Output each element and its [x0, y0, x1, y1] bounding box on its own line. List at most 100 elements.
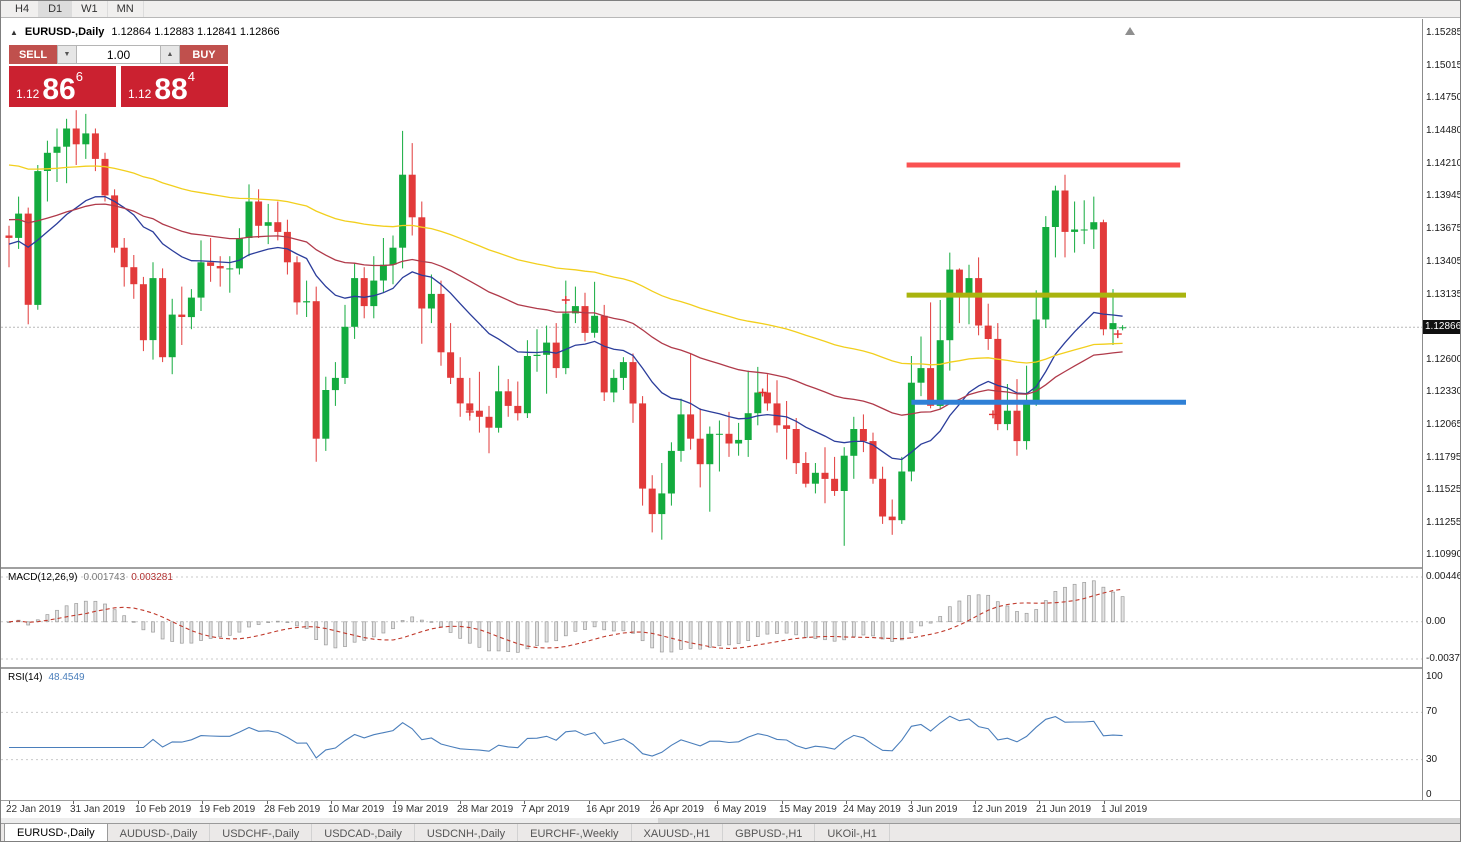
chart-tab[interactable]: GBPUSD-,H1	[723, 824, 816, 841]
rsi-label: RSI(14) 48.4549	[8, 672, 85, 683]
chart-tab[interactable]: AUDUSD-,Daily	[108, 824, 211, 841]
chart-title: ▲ EURUSD-,Daily 1.12864 1.12883 1.12841 …	[10, 26, 280, 38]
buy-price-pip-digit: 4	[187, 69, 195, 84]
plus-marker-icon	[989, 410, 997, 419]
time-axis-tick	[782, 801, 783, 804]
time-axis-tick	[589, 801, 590, 804]
time-axis-label: 28 Feb 2019	[264, 804, 321, 815]
price-axis-label: 1.12330	[1426, 386, 1461, 397]
buy-price-big-digits: 88	[154, 72, 188, 106]
timeframe-mn-button[interactable]: MN	[108, 1, 144, 17]
rsi-indicator-canvas[interactable]	[1, 669, 1422, 800]
macd-main-value: 0.001743	[83, 572, 126, 583]
macd-axis-label: -0.003715	[1426, 653, 1460, 664]
macd-label: MACD(12,26,9) 0.001743 0.003281	[8, 572, 173, 583]
timeframe-h4-button[interactable]: H4	[6, 1, 40, 17]
chart-tab[interactable]: EURUSD-,Daily	[4, 823, 108, 841]
horizontal-scrollbar-thumb[interactable]	[658, 818, 1460, 823]
price-chart[interactable]: ▲ EURUSD-,Daily 1.12864 1.12883 1.12841 …	[1, 19, 1422, 567]
time-axis-label: 22 Jan 2019	[6, 804, 62, 815]
horizontal-scrollbar[interactable]	[1, 818, 1460, 823]
volume-input[interactable]	[77, 45, 160, 64]
time-axis-label: 31 Jan 2019	[70, 804, 126, 815]
rsi-axis-label: 70	[1426, 706, 1438, 717]
chart-tab[interactable]: USDCNH-,Daily	[415, 824, 519, 841]
time-axis-label: 6 May 2019	[714, 804, 767, 815]
rsi-value: 48.4549	[48, 672, 85, 683]
time-axis[interactable]: 22 Jan 2019 31 Jan 2019 10 Feb 2019 19 Feb …	[1, 801, 1422, 818]
time-axis-tick	[331, 801, 332, 804]
time-axis-tick	[9, 801, 10, 804]
price-axis[interactable]: 1.15285 1.15015 1.14750 1.14480 1.14210 1.139…	[1422, 19, 1461, 800]
candlestick-chart-canvas[interactable]	[1, 19, 1422, 567]
rsi-name: RSI(14)	[8, 672, 43, 683]
price-axis-label: 1.12065	[1426, 419, 1461, 430]
price-axis-label: 1.10990	[1426, 549, 1461, 560]
sell-price-pip-digit: 6	[75, 69, 83, 84]
price-axis-label: 1.15015	[1426, 60, 1461, 71]
time-axis-tick	[1039, 801, 1040, 804]
chart-tab[interactable]: USDCHF-,Daily	[210, 824, 313, 841]
time-axis-label: 19 Mar 2019	[392, 804, 449, 815]
price-axis-label: 1.14480	[1426, 125, 1461, 136]
buy-price-prefix: 1.12	[128, 87, 152, 101]
sell-price-prefix: 1.12	[16, 87, 40, 101]
time-axis-label: 24 May 2019	[843, 804, 901, 815]
buy-price-button[interactable]: 1.12 88 4	[121, 66, 228, 107]
buy-button[interactable]: BUY	[180, 45, 228, 64]
time-axis-tick	[911, 801, 912, 804]
macd-indicator-canvas[interactable]	[1, 569, 1422, 667]
price-axis-label: 1.13945	[1426, 190, 1461, 201]
time-axis-tick	[460, 801, 461, 804]
timeframe-w1-button[interactable]: W1	[72, 1, 108, 17]
macd-indicator-panel[interactable]: MACD(12,26,9) 0.001743 0.003281	[1, 569, 1422, 667]
time-axis-label: 15 May 2019	[779, 804, 837, 815]
time-axis-tick	[73, 801, 74, 804]
chart-tab[interactable]: UKOil-,H1	[815, 824, 890, 841]
rsi-indicator-panel[interactable]: RSI(14) 48.4549	[1, 669, 1422, 800]
price-axis-label: 1.14750	[1426, 92, 1461, 103]
time-axis-label: 26 Apr 2019	[650, 804, 704, 815]
macd-axis-label: 0.00	[1426, 616, 1446, 627]
price-axis-label: 1.12600	[1426, 354, 1461, 365]
current-price-badge: 1.12866	[1423, 320, 1461, 334]
price-axis-label: 1.13135	[1426, 289, 1461, 300]
plus-marker-icon	[561, 296, 570, 304]
volume-decrease-button[interactable]: ▼	[57, 45, 77, 64]
plus-marker-icon	[1113, 330, 1122, 339]
chart-tab[interactable]: USDCAD-,Daily	[312, 824, 415, 841]
volume-increase-button[interactable]: ▲	[160, 45, 180, 64]
time-axis-label: 1 Jul 2019	[1101, 804, 1148, 815]
price-axis-label: 1.14210	[1426, 158, 1461, 169]
sell-button[interactable]: SELL	[9, 45, 57, 64]
price-axis-label: 1.13675	[1426, 223, 1461, 234]
time-axis-separator	[1, 800, 1460, 801]
spin-up-icon: ▲	[166, 51, 174, 58]
time-axis-tick	[1104, 801, 1105, 804]
chart-tabs-bar: EURUSD-,Daily AUDUSD-,Daily USDCHF-,Daily U…	[1, 823, 1460, 841]
timeframe-d1-button[interactable]: D1	[39, 1, 73, 17]
panel-splitter-rsi[interactable]	[1, 667, 1460, 669]
time-axis-tick	[267, 801, 268, 804]
time-axis-label: 12 Jun 2019	[972, 804, 1028, 815]
one-click-collapse-icon[interactable]: ▲	[10, 27, 18, 37]
price-axis-label: 1.11525	[1426, 484, 1461, 495]
time-axis-label: 16 Apr 2019	[586, 804, 640, 815]
time-axis-tick	[202, 801, 203, 804]
time-axis-tick	[524, 801, 525, 804]
panel-splitter-macd[interactable]	[1, 567, 1460, 569]
time-axis-label: 19 Feb 2019	[199, 804, 256, 815]
time-axis-tick	[717, 801, 718, 804]
sell-price-button[interactable]: 1.12 86 6	[9, 66, 116, 107]
timeframe-toolbar: H4 D1 W1 MN	[1, 1, 1460, 18]
macd-axis-label: 0.004465	[1426, 571, 1460, 582]
price-axis-label: 1.13405	[1426, 256, 1461, 267]
plus-marker-icon	[465, 407, 474, 416]
chart-tab[interactable]: XAUUSD-,H1	[632, 824, 724, 841]
price-axis-label: 1.15285	[1426, 27, 1461, 38]
chart-shift-icon	[1125, 27, 1135, 35]
time-axis-label: 28 Mar 2019	[457, 804, 514, 815]
chart-tab[interactable]: EURCHF-,Weekly	[518, 824, 632, 841]
